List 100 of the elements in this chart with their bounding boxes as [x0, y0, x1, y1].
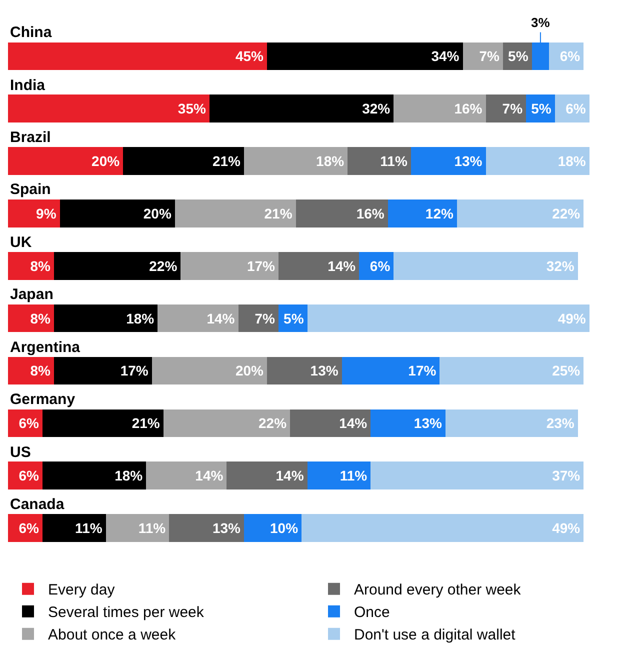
y-tick-label: Brazil [10, 129, 51, 146]
bar [394, 252, 578, 280]
y-tick-label: China [10, 24, 52, 41]
bar [348, 147, 411, 175]
bar [244, 514, 302, 542]
bar [278, 252, 360, 280]
bar [209, 94, 394, 123]
bar [457, 200, 584, 228]
data-label: 21% [132, 415, 160, 432]
bar [42, 409, 164, 438]
data-label: 7% [502, 100, 524, 117]
data-label: 6% [566, 100, 586, 117]
data-label: 16% [356, 205, 385, 222]
bar [163, 409, 290, 438]
data-label: 11% [138, 520, 166, 536]
bar [296, 200, 388, 228]
data-label: 17% [408, 362, 437, 379]
data-label: 14% [276, 468, 304, 484]
data-label: 7% [479, 48, 500, 64]
data-label: 22% [149, 258, 178, 274]
bar [370, 462, 584, 490]
data-label: 8% [30, 258, 52, 274]
data-label: 18% [126, 310, 155, 326]
data-label: 13% [454, 153, 483, 170]
bar [123, 147, 244, 175]
y-tick-label: Canada [10, 496, 65, 513]
data-label: 9% [36, 205, 57, 222]
legend-label: About once a week [48, 626, 176, 644]
data-label: 7% [254, 310, 276, 326]
bar [169, 514, 244, 542]
bar [370, 409, 446, 438]
data-label: 3% [531, 15, 550, 30]
bar [8, 147, 124, 175]
bar [445, 409, 578, 438]
data-label: 13% [310, 362, 339, 379]
bar [307, 304, 590, 332]
data-label: 11% [380, 153, 408, 170]
bar [106, 514, 170, 542]
data-label: 20% [143, 205, 172, 222]
bar [152, 356, 268, 385]
bar [54, 252, 181, 280]
data-label: 12% [425, 205, 454, 222]
y-tick-label: US [10, 444, 31, 461]
data-label: 6% [370, 258, 391, 274]
data-label: 35% [178, 100, 206, 117]
bar [486, 147, 590, 175]
data-label: 6% [18, 468, 40, 484]
bar [342, 356, 440, 385]
data-label: 6% [18, 520, 40, 536]
bar [180, 252, 279, 280]
data-label: 23% [546, 415, 575, 432]
bar [54, 304, 158, 332]
data-label: 17% [246, 258, 276, 274]
data-label: 8% [30, 310, 52, 326]
data-label: 49% [558, 310, 586, 326]
data-label: 37% [552, 468, 581, 484]
bar [410, 147, 486, 175]
data-label: 45% [235, 48, 264, 64]
data-label: 49% [552, 520, 581, 536]
data-label: 6% [560, 48, 581, 64]
data-label: 14% [328, 258, 356, 274]
data-label: 22% [552, 205, 581, 222]
data-label: 5% [284, 310, 304, 326]
bar [244, 147, 348, 175]
y-tick-label: Spain [10, 181, 51, 198]
data-label: 5% [531, 100, 552, 117]
bar [60, 200, 175, 228]
data-label: 18% [316, 153, 345, 170]
bar [158, 304, 238, 332]
data-label: 34% [431, 48, 460, 64]
data-label: 21% [212, 153, 242, 170]
bar [54, 356, 152, 385]
y-tick-label: Germany [10, 391, 76, 408]
data-label: 18% [558, 153, 586, 170]
data-label: 13% [212, 520, 242, 536]
y-tick-label: Argentina [10, 339, 81, 356]
data-label: 14% [206, 310, 236, 326]
legend-label: Once [354, 604, 390, 622]
bar [174, 200, 296, 228]
legend-label: Around every other week [354, 582, 522, 599]
legend-label: Don't use a digital wallet [354, 626, 516, 644]
y-tick-label: Japan [10, 286, 54, 303]
data-label: 21% [264, 205, 293, 222]
y-tick-label: India [10, 77, 46, 94]
data-label: 20% [92, 153, 120, 170]
bar [388, 200, 457, 228]
data-label: 11% [340, 468, 368, 484]
bar [8, 200, 60, 228]
bar [8, 252, 54, 280]
data-label: 8% [30, 362, 52, 379]
data-label: 6% [18, 415, 40, 432]
data-label: 13% [414, 415, 442, 432]
data-label: 32% [362, 100, 391, 117]
bar [42, 462, 146, 490]
bar [440, 356, 584, 385]
bar [8, 42, 268, 70]
bar [267, 42, 463, 70]
bar [8, 94, 210, 123]
bar [267, 356, 342, 385]
bar [302, 514, 584, 542]
